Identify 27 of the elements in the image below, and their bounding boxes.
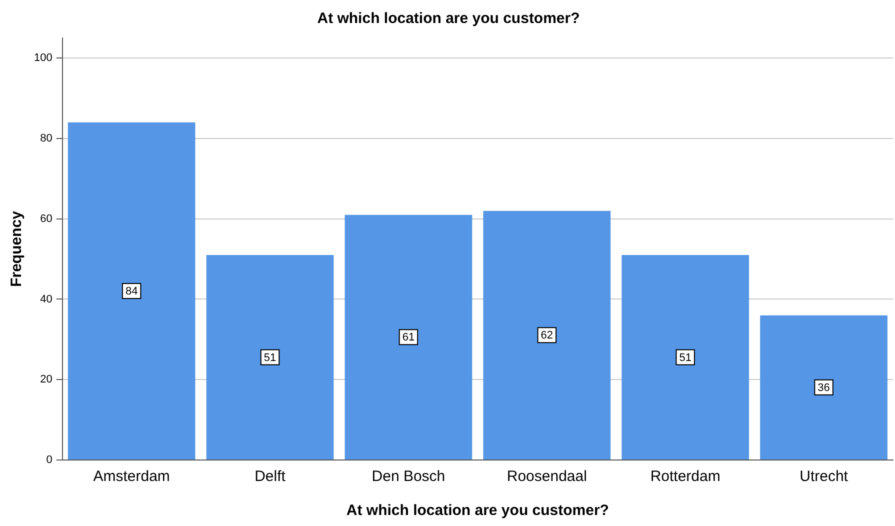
x-tick-label: Den Bosch — [372, 468, 446, 486]
bar — [483, 210, 611, 460]
bar — [68, 122, 196, 460]
x-tick-label: Delft — [254, 468, 286, 486]
x-tick-label: Utrecht — [800, 468, 849, 486]
bar — [622, 255, 750, 460]
x-tick-label: Amsterdam — [93, 468, 170, 486]
x-axis-title: At which location are you customer? — [346, 502, 609, 520]
data-label: 62 — [540, 330, 554, 342]
y-tick-label: 80 — [40, 132, 52, 145]
y-axis-title: Frequency — [8, 210, 26, 287]
data-label: 36 — [818, 382, 830, 394]
chart-title: At which location are you customer? — [317, 10, 580, 28]
bar — [206, 255, 334, 460]
bar — [344, 214, 472, 460]
y-tick-label: 100 — [34, 52, 52, 64]
bar — [760, 315, 888, 460]
y-tick-label: 40 — [40, 293, 52, 306]
y-tick-label: 0 — [46, 454, 52, 466]
y-tick-label: 60 — [40, 212, 52, 225]
data-label: 51 — [264, 352, 276, 364]
x-tick-label: Roosendaal — [506, 468, 587, 486]
data-label: 61 — [402, 332, 415, 344]
data-label: 84 — [125, 285, 138, 298]
x-tick-label: Rotterdam — [650, 468, 720, 486]
data-label: 51 — [679, 352, 692, 364]
y-tick-label: 20 — [40, 374, 52, 386]
